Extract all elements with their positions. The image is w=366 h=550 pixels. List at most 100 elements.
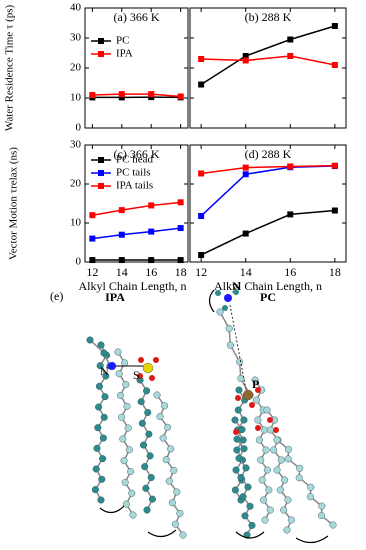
atom (149, 375, 155, 381)
atom (224, 294, 232, 302)
atom (231, 486, 239, 494)
legend-marker (98, 51, 104, 57)
atom (263, 466, 271, 474)
atom-label: N (232, 279, 241, 293)
legend-marker (98, 157, 104, 163)
bond (94, 344, 108, 501)
atom (129, 511, 137, 519)
plot-frame (84, 144, 189, 263)
atom (317, 512, 325, 520)
legend-label: PC tails (116, 167, 151, 179)
data-point (331, 62, 338, 68)
atom (281, 476, 289, 484)
bond (276, 439, 334, 526)
data-point (242, 171, 249, 178)
data-point (148, 202, 155, 209)
data-point (331, 23, 338, 29)
atom (263, 406, 271, 414)
atom (238, 426, 246, 434)
atom (222, 305, 228, 311)
atom (121, 359, 129, 367)
series-line (200, 165, 335, 217)
atom (91, 486, 99, 494)
atom (225, 325, 233, 333)
atom (179, 531, 187, 539)
atom (267, 417, 273, 423)
atom (164, 423, 172, 431)
atom (138, 357, 144, 363)
x-tick-label: 18 (175, 265, 187, 279)
atom (246, 502, 254, 510)
bond (219, 311, 251, 396)
atom (97, 496, 105, 504)
data-point (198, 81, 205, 88)
x-axis-label: Alkyl Chain Length, n (79, 279, 187, 293)
y-axis-label: Vector Motion τrelax (ns) (8, 147, 20, 260)
legend-marker (98, 170, 104, 176)
legend-marker (98, 38, 104, 44)
atom (258, 476, 266, 484)
atom (156, 413, 164, 421)
atom (96, 362, 104, 370)
atom (244, 483, 252, 491)
panel-title: (a) 366 K (114, 10, 160, 24)
atom (94, 424, 102, 432)
atom (270, 446, 278, 454)
atom (127, 468, 135, 476)
data-point (287, 36, 294, 43)
atom (143, 506, 151, 514)
atom (233, 429, 239, 435)
atom (295, 474, 303, 482)
data-point (89, 235, 96, 242)
data-point (177, 93, 184, 100)
atom (255, 425, 261, 431)
atom (233, 446, 241, 454)
data-point (242, 230, 249, 237)
atom (307, 483, 315, 491)
atom (141, 463, 149, 471)
data-point (242, 53, 249, 59)
legend-marker (98, 183, 104, 189)
atom (176, 509, 184, 517)
atom (318, 502, 326, 510)
y-tick-label: 10 (70, 217, 82, 229)
atom (167, 445, 175, 453)
atom (252, 396, 260, 404)
legend-label: PC head (116, 154, 153, 166)
data-point (331, 207, 338, 214)
atom (115, 370, 123, 378)
x-tick-label: 16 (284, 265, 296, 279)
x-axis-label: Alkyl Chain Length, n (214, 279, 322, 293)
atom (100, 349, 108, 357)
plot-frame (189, 7, 347, 129)
atom (142, 484, 150, 492)
atom-label: N (100, 364, 109, 378)
atom (99, 455, 107, 463)
atom (98, 475, 106, 483)
atom (168, 499, 176, 507)
atom (153, 391, 161, 399)
series-line (92, 227, 181, 240)
atom (159, 434, 167, 442)
atom (329, 521, 337, 529)
atom (248, 521, 256, 529)
atom (123, 402, 131, 410)
atom (261, 516, 269, 524)
panel-title: (c) 366 K (114, 147, 160, 161)
atom (173, 488, 181, 496)
y-tick-label: 30 (70, 139, 82, 151)
data-point (89, 257, 96, 264)
atom (216, 308, 224, 316)
arrow (235, 531, 265, 539)
atom (118, 413, 126, 421)
atom (93, 444, 101, 452)
data-point (242, 57, 249, 64)
atom (108, 362, 116, 370)
atom (102, 372, 110, 380)
atom (162, 456, 170, 464)
atom (215, 290, 221, 296)
atom (234, 406, 242, 414)
atom (232, 466, 240, 474)
atom (101, 393, 109, 401)
